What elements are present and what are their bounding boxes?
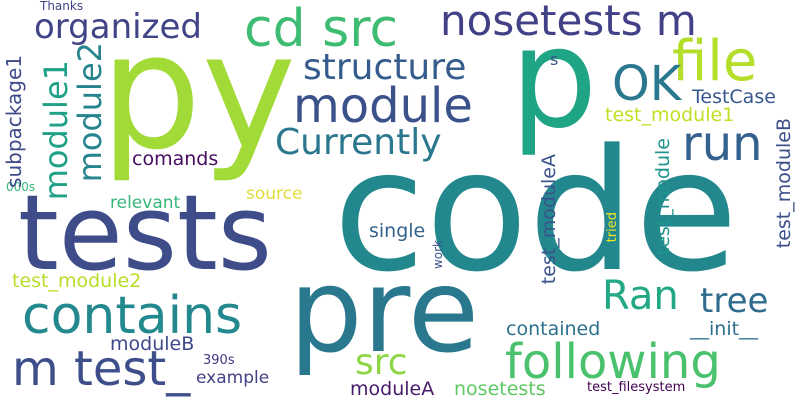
word-source: source	[246, 184, 303, 204]
word-subpackage1: subpackage1	[2, 55, 26, 188]
word-test-filesystem: test_filesystem	[587, 380, 686, 395]
word-tree: tree	[700, 281, 769, 321]
word-contains: contains	[22, 286, 243, 346]
word-module1: module1	[37, 60, 75, 201]
word-testcase: TestCase	[692, 86, 776, 108]
word-contained: contained	[506, 318, 601, 340]
word-code: code	[333, 113, 739, 309]
word-single: single	[369, 220, 426, 242]
word-cd-src: cd src	[244, 0, 399, 59]
word-example: example	[196, 368, 270, 388]
word-s: s	[550, 50, 559, 69]
word-test-module2: test_module2	[12, 270, 142, 292]
word-m-test: m test_	[12, 341, 191, 397]
word-test-moduleb: test_moduleB	[773, 118, 795, 249]
word-module2: module2	[71, 42, 109, 183]
word-module: module	[293, 78, 473, 134]
word-moduleb: moduleB	[110, 333, 195, 355]
word-thanks: Thanks	[40, 0, 84, 13]
word-ok: OK	[612, 56, 682, 112]
word-relevant: relevant	[110, 193, 181, 213]
word-tests: tests	[18, 172, 272, 294]
word-nosetests: nosetests	[454, 378, 546, 400]
word-following: following	[505, 334, 721, 390]
word-run: run	[682, 116, 763, 172]
word-py: py	[100, 0, 297, 185]
word-work: work	[431, 240, 445, 270]
word-init: __init__	[690, 318, 759, 340]
word-src: src	[355, 342, 408, 383]
word-structure: structure	[303, 47, 467, 88]
word-modulea: moduleA	[350, 378, 435, 400]
word-390s: 390s	[203, 353, 235, 368]
word-000s: 000s	[6, 180, 36, 194]
word-ran: Ran	[602, 273, 679, 319]
word-test-module1: test_module1	[605, 104, 735, 126]
word-organized: organized	[34, 7, 202, 47]
word-pre: pre	[289, 244, 480, 379]
word-test-modulea: test_moduleA	[538, 154, 560, 285]
word-nosetests-m: nosetests m	[440, 0, 697, 45]
word-tried: tried	[605, 212, 620, 243]
word-test-module: test_module	[652, 138, 674, 256]
word-p: p	[510, 0, 598, 159]
word-file: file	[672, 29, 758, 94]
word-comands: comands	[132, 148, 219, 170]
word-currently: Currently	[275, 122, 442, 163]
